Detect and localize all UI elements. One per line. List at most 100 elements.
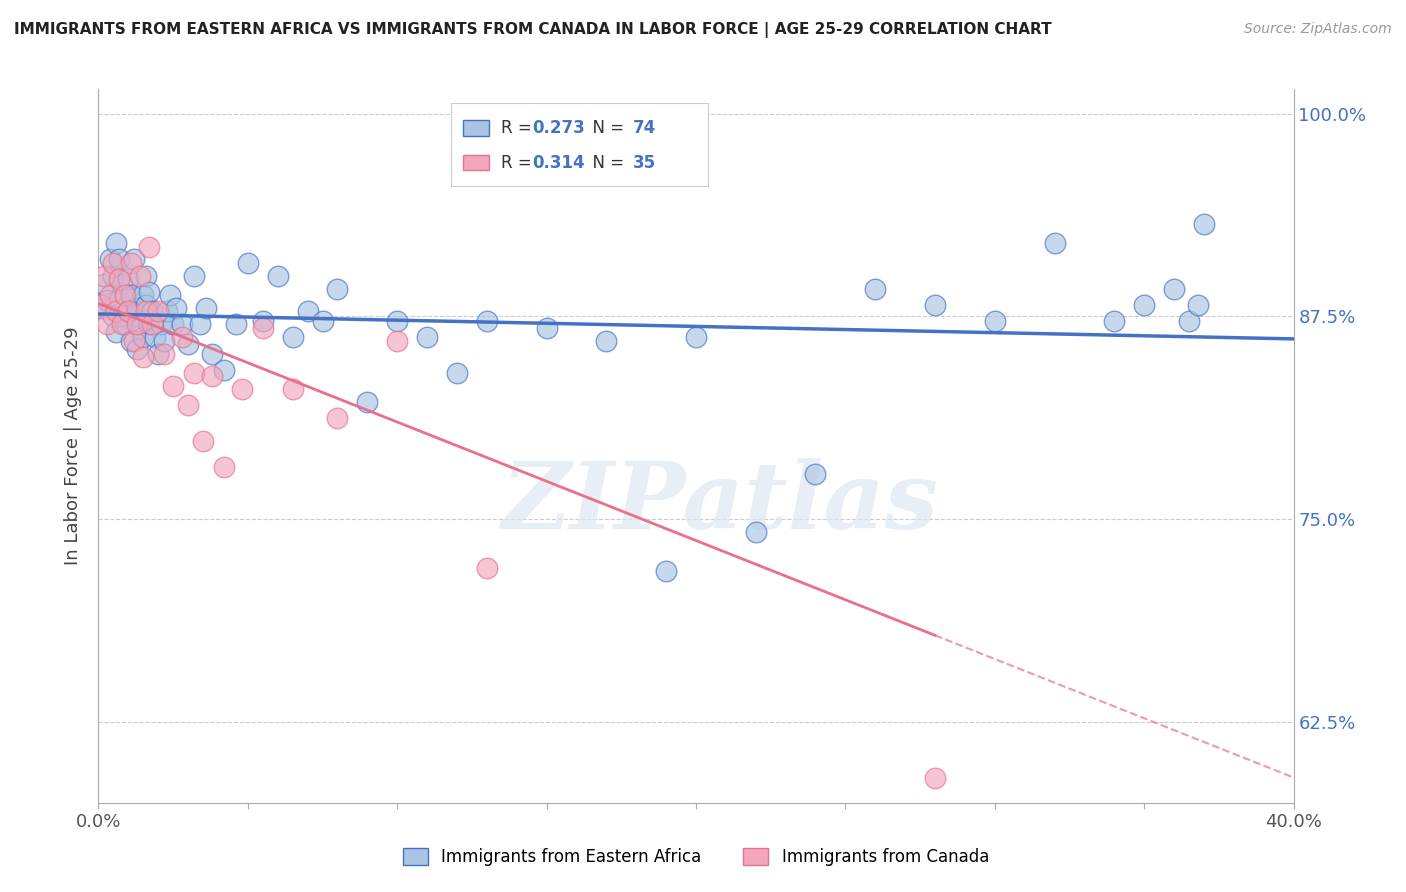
Point (475, 560, 498, 574)
Legend: Immigrants from Eastern Africa, Immigrants from Canada: Immigrants from Eastern Africa, Immigran… (404, 847, 988, 866)
Point (135, 268, 157, 283)
Point (117, 272, 139, 286)
Point (212, 363, 235, 377)
Point (111, 318, 134, 332)
Point (96, 318, 118, 332)
Point (141, 318, 163, 332)
Point (98, 252, 122, 267)
Point (172, 330, 194, 344)
Text: N =: N = (582, 120, 630, 137)
Text: R =: R = (501, 153, 537, 171)
Point (595, 334, 617, 348)
Point (90, 301, 112, 315)
Point (162, 318, 184, 332)
Point (326, 282, 349, 296)
Point (1043, 236, 1066, 251)
Point (1133, 298, 1156, 312)
Point (124, 252, 146, 267)
FancyBboxPatch shape (463, 154, 489, 170)
Point (162, 379, 184, 393)
Point (231, 382, 253, 396)
Point (183, 268, 205, 283)
Text: 0.314: 0.314 (533, 153, 585, 171)
Point (114, 288, 136, 302)
Point (90, 298, 112, 312)
Point (143, 330, 166, 344)
Text: IMMIGRANTS FROM EASTERN AFRICA VS IMMIGRANTS FROM CANADA IN LABOR FORCE | AGE 25: IMMIGRANTS FROM EASTERN AFRICA VS IMMIGR… (14, 22, 1052, 38)
Point (153, 346, 176, 360)
Text: 74: 74 (633, 120, 655, 137)
Point (124, 334, 146, 348)
FancyBboxPatch shape (463, 120, 489, 136)
Point (281, 330, 304, 344)
Text: 0.273: 0.273 (533, 120, 585, 137)
Point (745, 524, 768, 539)
Point (120, 256, 142, 270)
Point (111, 310, 134, 324)
Point (195, 301, 218, 315)
Point (446, 366, 468, 380)
Point (148, 304, 170, 318)
Point (1104, 314, 1126, 328)
Point (108, 272, 131, 286)
Point (201, 369, 224, 384)
Point (135, 304, 157, 318)
Point (984, 314, 1007, 328)
Point (356, 395, 378, 409)
Point (1178, 314, 1201, 328)
Point (103, 256, 125, 270)
Point (124, 310, 146, 324)
Point (148, 346, 170, 360)
Point (212, 460, 235, 475)
Point (114, 318, 136, 332)
Point (865, 282, 887, 296)
Point (191, 434, 214, 449)
Text: N =: N = (582, 153, 630, 171)
Point (156, 304, 179, 318)
Point (108, 293, 131, 307)
Point (267, 268, 290, 283)
Point (188, 318, 211, 332)
Point (138, 318, 160, 332)
Point (655, 564, 678, 578)
Point (127, 342, 149, 356)
Point (132, 288, 155, 302)
Point (135, 298, 157, 312)
FancyBboxPatch shape (451, 103, 709, 186)
Point (165, 301, 187, 315)
Text: Source: ZipAtlas.com: Source: ZipAtlas.com (1244, 22, 1392, 37)
Point (236, 256, 259, 270)
Point (120, 288, 142, 302)
Point (297, 304, 319, 318)
Point (96, 293, 118, 307)
Y-axis label: In Labor Force | Age 25-29: In Labor Force | Age 25-29 (65, 326, 83, 566)
Point (127, 301, 149, 315)
Point (132, 350, 155, 364)
Point (595, 152, 617, 166)
Point (172, 318, 194, 332)
Point (105, 304, 128, 318)
Point (138, 239, 160, 253)
Point (153, 334, 176, 348)
Text: R =: R = (501, 120, 537, 137)
Point (93, 277, 115, 291)
Point (225, 318, 247, 332)
Point (385, 334, 409, 348)
Point (105, 326, 128, 340)
Point (385, 314, 409, 328)
Point (281, 382, 304, 396)
Text: 35: 35 (633, 153, 655, 171)
Point (93, 268, 115, 283)
Point (150, 318, 173, 332)
Point (159, 288, 181, 302)
Point (924, 772, 946, 786)
Point (120, 334, 142, 348)
Text: ZIPatlas: ZIPatlas (502, 458, 938, 548)
Point (252, 314, 274, 328)
Point (311, 314, 333, 328)
Point (201, 346, 224, 360)
Point (804, 467, 827, 481)
Point (177, 336, 200, 351)
Point (138, 285, 160, 299)
Point (183, 366, 205, 380)
